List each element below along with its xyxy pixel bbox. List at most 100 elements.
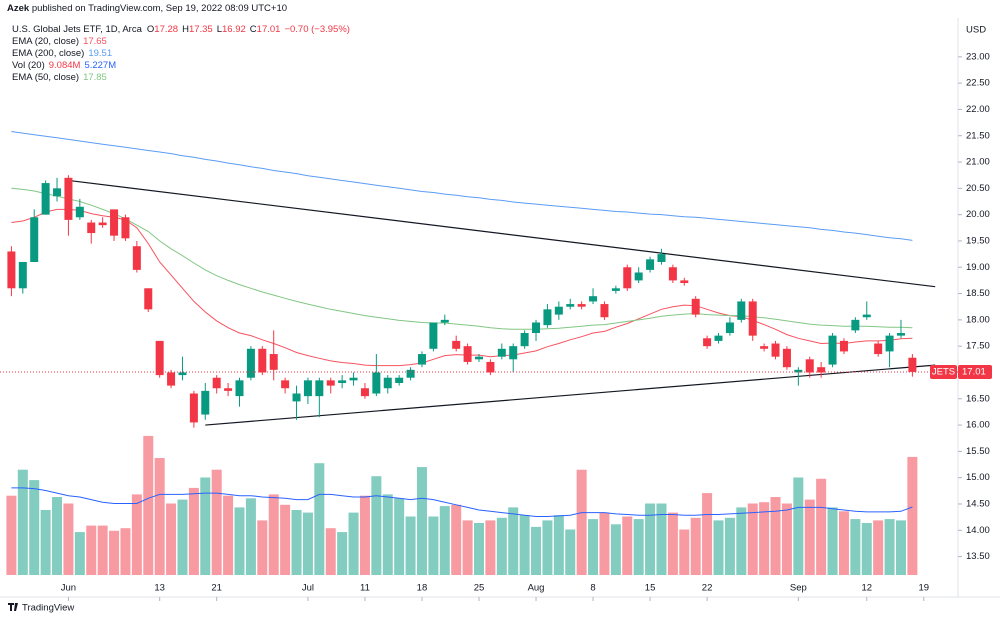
- volume-bar: [394, 498, 405, 575]
- candle-body: [771, 343, 780, 357]
- ohlc-letter: L: [217, 24, 222, 35]
- candle-body: [292, 393, 301, 402]
- candle-body: [714, 335, 723, 341]
- candle-body: [201, 390, 210, 415]
- volume-bar: [531, 526, 542, 575]
- volume-bar: [439, 506, 450, 575]
- candle-body: [440, 319, 449, 323]
- x-tick-label: 8: [590, 583, 595, 594]
- candle-body: [132, 246, 141, 270]
- candle-body: [794, 369, 803, 373]
- candle-body: [885, 335, 894, 352]
- candle-body: [75, 206, 84, 218]
- candle-body: [782, 348, 791, 368]
- y-tick-label: 14.50: [966, 498, 990, 509]
- volume-bar: [177, 499, 188, 575]
- x-tick-label: 13: [154, 583, 165, 594]
- y-tick-label: 13.50: [966, 551, 990, 562]
- candle-body: [475, 356, 483, 360]
- candle-body: [737, 301, 746, 320]
- volume-bar: [86, 525, 97, 575]
- volume-bar: [588, 519, 599, 575]
- candle-body: [110, 209, 119, 236]
- legend-row: EMA (50, close) 17.85: [12, 72, 107, 83]
- candle-body: [144, 288, 153, 310]
- volume-bar: [724, 517, 735, 575]
- candle-body: [828, 335, 837, 365]
- candle-body: [577, 304, 586, 307]
- y-tick-label: 22.50: [966, 78, 990, 89]
- published: published on TradingView.com, Sep 19, 20…: [32, 3, 287, 14]
- volume-bar: [97, 525, 108, 575]
- y-tick-label: 16.00: [966, 420, 990, 431]
- y-tick-label: 19.50: [966, 235, 990, 246]
- x-tick-label: Jun: [61, 583, 76, 594]
- volume-bar: [759, 502, 770, 575]
- symbol-tag-bg: [930, 364, 957, 379]
- volume-bar: [690, 517, 701, 575]
- candle-body: [406, 369, 415, 378]
- legend-value: 5.227M: [84, 60, 116, 71]
- x-tick-label: Jul: [302, 583, 314, 594]
- candle-body: [748, 301, 757, 336]
- x-tick-label: Sep: [790, 583, 807, 594]
- instrument: U.S. Global Jets ETF, 1D, Arca: [12, 24, 143, 35]
- candle-body: [497, 348, 506, 357]
- volume-bar: [245, 498, 256, 575]
- volume-bar: [816, 478, 827, 575]
- candle-body: [874, 343, 883, 355]
- legend-name: Vol (20): [12, 60, 45, 71]
- volume-bar: [508, 507, 519, 575]
- ema-line: [11, 208, 913, 367]
- candle-body: [611, 288, 620, 291]
- candle-body: [315, 380, 324, 397]
- legend-name: EMA (50, close): [12, 72, 79, 83]
- legend-row: U.S. Global Jets ETF, 1D, Arca O17.28 H17.…: [12, 24, 350, 35]
- volume-bar: [120, 528, 131, 575]
- volume-bar: [576, 469, 587, 575]
- volume-bar: [599, 512, 610, 575]
- y-tick-label: 20.50: [966, 183, 990, 194]
- volume-bar: [804, 499, 815, 575]
- volume-bar: [337, 532, 348, 575]
- x-tick-label: 11: [360, 583, 370, 594]
- candle-body: [281, 380, 290, 389]
- volume-bar: [405, 516, 416, 575]
- ema-line: [11, 187, 913, 330]
- y-tick-label: 22.00: [966, 104, 990, 115]
- volume-bar: [610, 524, 621, 575]
- candle-body: [805, 359, 814, 373]
- candle-body: [566, 304, 575, 307]
- footer-text: TradingView: [22, 603, 74, 614]
- candle-body: [839, 340, 848, 352]
- symbol-tag: JETS: [932, 366, 955, 377]
- candle-body: [155, 340, 164, 376]
- x-tick-label: Aug: [528, 583, 545, 594]
- candle-body: [646, 259, 655, 270]
- footer-logo: TradingView: [8, 603, 74, 614]
- currency: USD: [966, 25, 986, 36]
- legend-value: 19.51: [88, 48, 112, 59]
- candle-body: [41, 183, 50, 215]
- y-tick-label: 18.00: [966, 314, 990, 325]
- legend-name: EMA (200, close): [12, 48, 84, 59]
- y-tick-label: 20.00: [966, 209, 990, 220]
- volume-bar: [29, 480, 40, 575]
- volume-bar: [200, 477, 211, 575]
- volume-bar: [52, 497, 63, 575]
- volume-bar: [496, 517, 507, 575]
- header: Azek published on TradingView.com, Sep 1…: [7, 3, 287, 14]
- volume-ma-line: [11, 487, 913, 517]
- legend-value: 9.084M: [49, 60, 81, 71]
- candle-body: [600, 304, 609, 318]
- legend-row: EMA (200, close) 19.51: [12, 48, 112, 59]
- candle-body: [703, 338, 712, 347]
- volume-bar: [257, 520, 268, 575]
- volume-bar: [713, 520, 724, 575]
- candle-body: [246, 348, 255, 378]
- volume-bar: [542, 520, 553, 575]
- volume-bar: [702, 493, 713, 575]
- volume-bar: [131, 494, 142, 575]
- volume-bar: [861, 523, 872, 575]
